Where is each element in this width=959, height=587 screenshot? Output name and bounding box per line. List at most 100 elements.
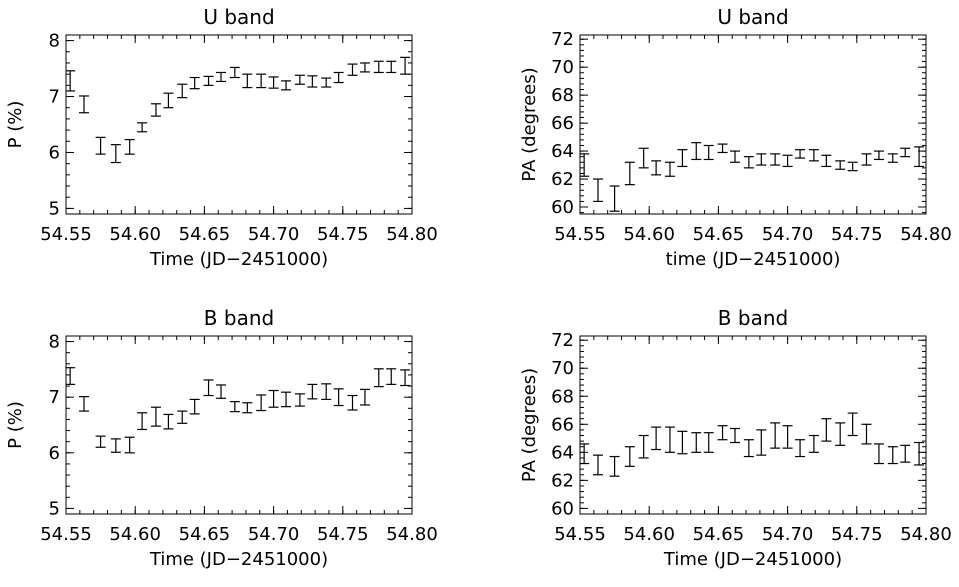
- error-bar-point: [703, 144, 714, 161]
- error-bar-point: [216, 71, 227, 83]
- y-tick-label: 70: [551, 358, 574, 379]
- y-tick-label: 66: [551, 113, 574, 134]
- error-bar-point: [373, 368, 384, 388]
- error-bar-point: [256, 73, 267, 89]
- plot-frame: [65, 335, 413, 515]
- error-bar-point: [66, 367, 76, 385]
- x-tick-label: 54.60: [109, 524, 161, 545]
- plot-frame: [579, 34, 927, 215]
- error-bar-point: [782, 154, 793, 168]
- y-tick-label: 8: [49, 332, 60, 353]
- error-bar-point: [400, 56, 411, 75]
- error-bar-point: [609, 455, 620, 477]
- error-bar-point: [808, 434, 819, 453]
- y-tick-label: 5: [49, 198, 60, 219]
- error-bar-point: [795, 149, 806, 159]
- error-bar-point: [321, 383, 332, 401]
- x-tick-label: 54.80: [900, 224, 952, 245]
- y-tick-label: 70: [551, 57, 574, 78]
- error-bar-point: [256, 394, 267, 412]
- error-bar-point: [150, 103, 161, 117]
- error-bar-point: [66, 70, 76, 92]
- chart-title: B band: [204, 306, 274, 330]
- error-bar-point: [609, 185, 620, 212]
- error-bar-point: [294, 393, 305, 407]
- error-bar-point: [847, 412, 858, 437]
- error-bar-point: [651, 160, 662, 176]
- y-tick-label: 60: [551, 498, 574, 519]
- error-bar-point: [307, 383, 318, 400]
- x-tick-label: 54.65: [179, 524, 231, 545]
- error-bar-point: [691, 432, 702, 453]
- error-bar-point: [347, 63, 358, 76]
- error-bar-point: [730, 150, 741, 163]
- x-tick-label: 54.70: [762, 524, 814, 545]
- error-bar-point: [743, 439, 754, 458]
- error-bar-point: [333, 388, 344, 407]
- x-tick-label: 54.70: [248, 224, 300, 245]
- y-tick-label: 68: [551, 85, 574, 106]
- x-tick-label: 54.75: [317, 224, 369, 245]
- error-bar-point: [887, 153, 898, 163]
- data-series: [66, 56, 411, 164]
- y-axis-label: P (%): [5, 101, 26, 149]
- error-bar-point: [638, 434, 649, 459]
- y-tick-label: 72: [551, 29, 574, 50]
- x-tick-label: 54.65: [693, 524, 745, 545]
- error-bar-point: [359, 388, 370, 406]
- error-bar-point: [163, 92, 174, 109]
- x-tick-label: 54.70: [762, 224, 814, 245]
- error-bar-point: [743, 156, 754, 169]
- y-axis-label: PA (degrees): [519, 368, 540, 482]
- error-bar-point: [861, 423, 872, 445]
- y-tick-label: 7: [49, 387, 60, 408]
- error-bar-point: [638, 147, 649, 169]
- x-axis-label: Time (JD−2451000): [149, 249, 328, 270]
- x-axis-label: Time (JD−2451000): [663, 549, 842, 570]
- error-bar-point: [664, 161, 675, 177]
- x-tick-label: 54.75: [831, 224, 883, 245]
- chart-title: U band: [717, 5, 788, 29]
- y-tick-label: 66: [551, 414, 574, 435]
- error-bar-point: [124, 139, 135, 155]
- error-bar-point: [873, 150, 884, 161]
- error-bar-point: [400, 369, 411, 387]
- error-bar-point: [150, 406, 161, 427]
- error-bar-point: [795, 439, 806, 458]
- chart-title: B band: [718, 306, 788, 330]
- error-bar-point: [373, 60, 384, 74]
- chart-panel-2: B band 54.55 54.60 54.65 54.70 54.75 54.80 5 6 7 8…: [5, 306, 438, 570]
- error-bar-point: [730, 427, 741, 444]
- error-bar-point: [651, 426, 662, 451]
- error-bar-point: [861, 153, 872, 166]
- chart-panel-0: U band 54.55 54.60 54.65 54.70 54.75 54.80 5 6 7 8…: [5, 5, 438, 270]
- y-axis-label: P (%): [5, 401, 26, 449]
- error-bar-point: [333, 71, 344, 84]
- error-bar-point: [281, 391, 292, 408]
- x-axis-label: time (JD−2451000): [666, 249, 841, 270]
- error-bar-point: [580, 153, 590, 177]
- error-bar-point: [203, 75, 214, 86]
- error-bar-point: [703, 432, 714, 453]
- error-bar-point: [281, 80, 292, 91]
- x-tick-label: 54.55: [40, 524, 92, 545]
- y-tick-label: 62: [551, 169, 574, 190]
- error-bar-point: [386, 368, 397, 385]
- y-tick-label: 7: [49, 87, 60, 108]
- error-bar-point: [242, 402, 253, 414]
- y-axis-label: PA (degrees): [519, 67, 540, 181]
- x-tick-label: 54.65: [693, 224, 745, 245]
- error-bar-point: [386, 60, 397, 74]
- error-bar-point: [321, 77, 332, 88]
- error-bar-point: [189, 398, 200, 415]
- chart-title: U band: [203, 5, 274, 29]
- x-tick-label: 54.55: [554, 224, 606, 245]
- y-tick-label: 60: [551, 197, 574, 218]
- y-tick-label: 68: [551, 386, 574, 407]
- error-bar-point: [110, 438, 121, 453]
- error-bar-point: [887, 446, 898, 465]
- chart-panel-3: B band 54.55 54.60 54.65 54.70 54.75 54.80 60 62…: [519, 306, 952, 570]
- y-tick-label: 72: [551, 330, 574, 351]
